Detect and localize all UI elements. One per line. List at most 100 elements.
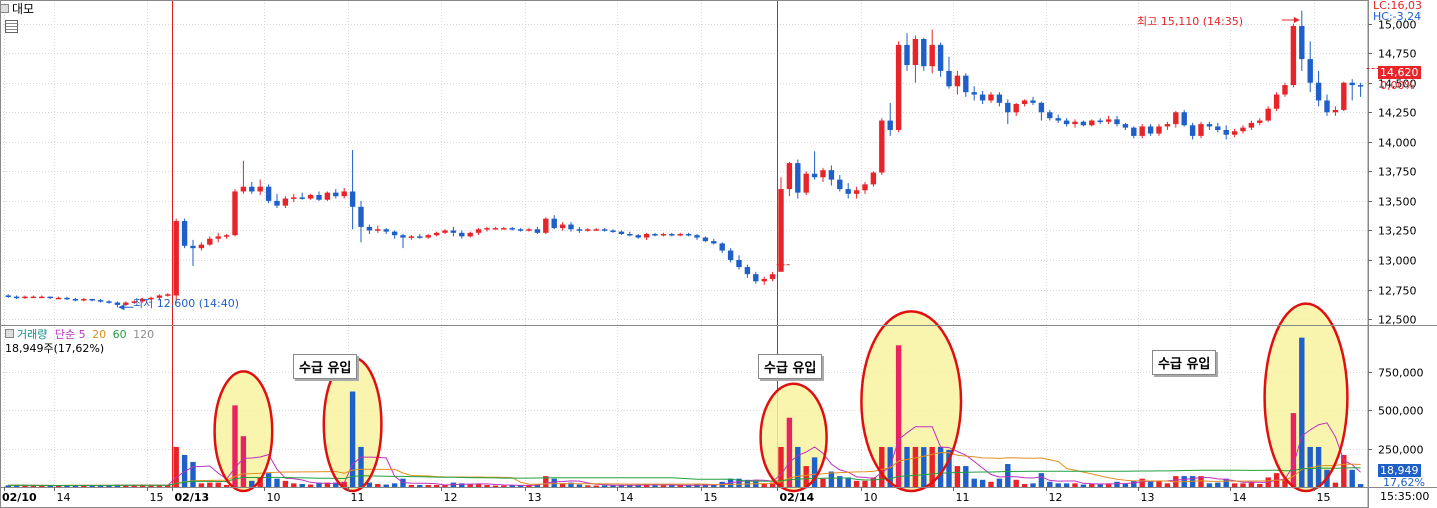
volume-bar [97, 485, 104, 487]
volume-bar [459, 483, 465, 487]
volume-bar [299, 483, 305, 487]
volume-bar [937, 446, 944, 487]
price-tick-label: 15,000 [1378, 19, 1417, 32]
time-tick-label: 14 [620, 491, 634, 504]
candle-body [618, 231, 625, 234]
volume-bar [1248, 482, 1255, 487]
volume-bar [1055, 483, 1061, 487]
candle-body [1089, 120, 1095, 126]
candle-body [299, 197, 305, 199]
current-price-tag: 14,620 [1378, 66, 1421, 79]
collapse-icon[interactable] [0, 4, 9, 13]
volume-bar [249, 480, 255, 487]
volume-bar [1105, 483, 1112, 487]
volume-bar [1240, 483, 1246, 487]
volume-bar [862, 480, 868, 487]
high-arrow-head [1293, 17, 1300, 23]
collapse-icon[interactable] [5, 329, 14, 338]
volume-bar [543, 476, 549, 487]
candle-body [450, 230, 457, 233]
price-axis: 12,500 12,750 13,000 13,250 13,500 13,750 14,0… [1368, 19, 1417, 327]
volume-axis: 250,000 500,000 750,000 [1368, 367, 1424, 457]
candle-body [635, 235, 641, 238]
candle-body [736, 260, 742, 268]
price-tick-label: 13,750 [1378, 166, 1417, 179]
volume-bar [1257, 483, 1263, 487]
volume-bar [55, 485, 62, 487]
volume-bar [526, 485, 532, 487]
candle-body [870, 172, 877, 185]
volume-bar [64, 485, 70, 487]
candle-body [685, 234, 692, 236]
candle-body [467, 232, 473, 237]
volume-bar [576, 484, 583, 487]
candle-body [1315, 82, 1322, 101]
candle-body [215, 236, 221, 239]
volume-bar [484, 484, 490, 487]
change-label: 0,00% [1380, 79, 1415, 92]
candle-body [181, 221, 188, 246]
volume-bar [265, 473, 272, 487]
price-tick-label: 13,000 [1378, 255, 1417, 268]
candle-body [509, 228, 515, 230]
candle-body [946, 70, 952, 87]
volume-bar [501, 485, 507, 487]
candle-body [30, 296, 37, 299]
grid-icon[interactable] [5, 20, 18, 33]
candle-body [1080, 121, 1087, 126]
candle-body [1156, 126, 1162, 134]
volume-bar [601, 485, 608, 487]
time-tick-label: 02/14 [780, 491, 815, 504]
low-annotation: 최저 12,600 (14:40) [133, 297, 240, 310]
surge-ellipse [759, 382, 828, 493]
volume-bar [1349, 469, 1355, 487]
legend-volume: 거래량 [17, 328, 48, 341]
candle-body [1206, 124, 1213, 127]
volume-bar [22, 485, 28, 487]
candle-body [274, 200, 280, 206]
volume-bar [131, 485, 137, 487]
time-tick-label: 11 [956, 491, 970, 504]
time-tick-label: 10 [864, 491, 878, 504]
volume-legend: 거래량 단순 5 20 60 120 [5, 326, 154, 342]
time-tick-label: 11 [351, 491, 365, 504]
candle-body [1215, 126, 1221, 130]
candle-body [979, 94, 986, 101]
current-volume-tag: 18,949 [1378, 464, 1421, 477]
candle-body [22, 296, 28, 299]
candle-body [551, 218, 557, 229]
volume-bar [929, 446, 935, 487]
price-tick-label: 14,000 [1378, 137, 1417, 150]
volume-bar [1013, 479, 1019, 487]
candle-body [534, 229, 541, 233]
candle-body [433, 232, 440, 236]
candle-body [593, 229, 599, 231]
candle-body [1013, 104, 1019, 113]
volume-highlight-ellipses [214, 303, 1348, 491]
candle-body [282, 198, 289, 206]
candle-body [803, 173, 809, 193]
legend-ma5: 5 [78, 328, 86, 341]
volume-bar [610, 485, 616, 487]
candle-body [828, 170, 835, 180]
volume-bar [106, 485, 112, 487]
candle-body [1198, 124, 1204, 136]
candle-body [1038, 102, 1045, 113]
candle-body [1189, 125, 1196, 136]
candle-body [232, 191, 238, 236]
volume-bar [1097, 484, 1103, 487]
surge-ellipse-fill [1264, 303, 1348, 491]
candle-body [711, 241, 717, 244]
candle-body [912, 39, 919, 65]
candle-body [64, 297, 70, 300]
candle-body [139, 299, 146, 302]
legend-ma20: 20 [92, 328, 107, 341]
candle-body [1005, 102, 1011, 113]
volume-bar [442, 484, 448, 487]
volume-bar [1122, 483, 1129, 487]
candle-body [837, 179, 843, 190]
volume-bar [207, 482, 213, 487]
volume-ma-60 [8, 467, 1361, 487]
